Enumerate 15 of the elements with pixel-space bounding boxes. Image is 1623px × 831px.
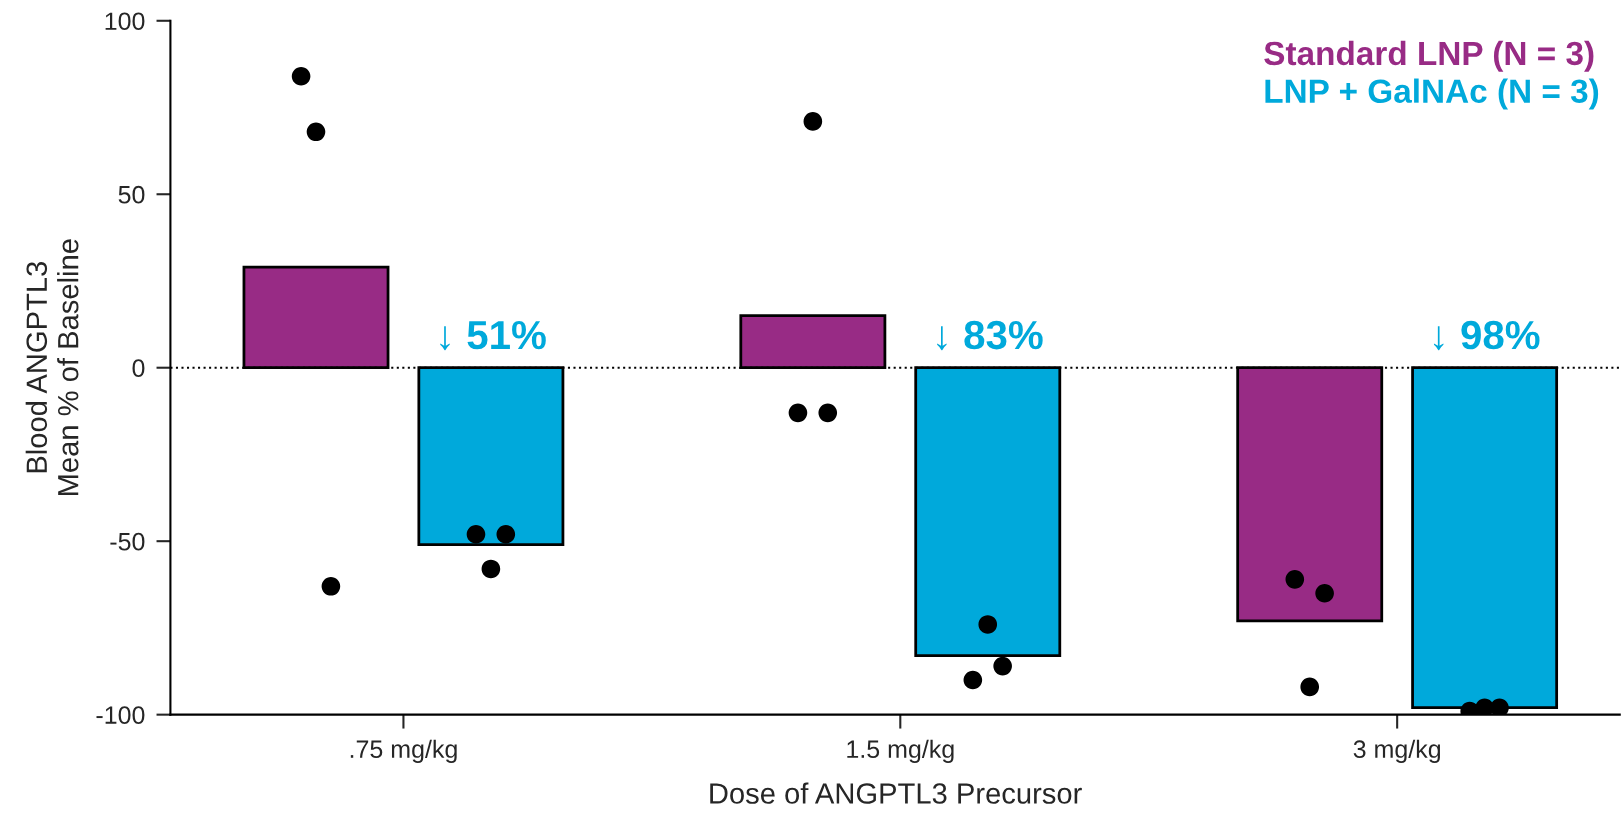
y-tick-label: -50 [110,532,145,551]
annotation: ↓ 98% [1433,320,1540,351]
x-axis-title: Dose of ANGPTL3 Precursor [710,782,1082,804]
annotation: ↓ 51% [440,320,546,351]
x-tick-label: 3 mg/kg [1353,739,1441,763]
y-tick-label: -100 [96,706,145,724]
y-axis-title: Blood ANGPTL3 Mean % of Baseline [25,239,79,496]
text: LNP + GalNAc (N = 3) [1265,78,1599,110]
x-tick-label: 1.5 mg/kg [847,739,954,763]
y-tick-label: 100 [105,12,145,31]
text: Standard LNP (N = 3) [1264,40,1594,72]
y-tick-label: 50 [118,185,145,204]
annotation: ↓ 83% [937,320,1043,351]
x-tick-label: .75 mg/kg [350,739,457,763]
y-tick-label: 0 [132,359,145,378]
